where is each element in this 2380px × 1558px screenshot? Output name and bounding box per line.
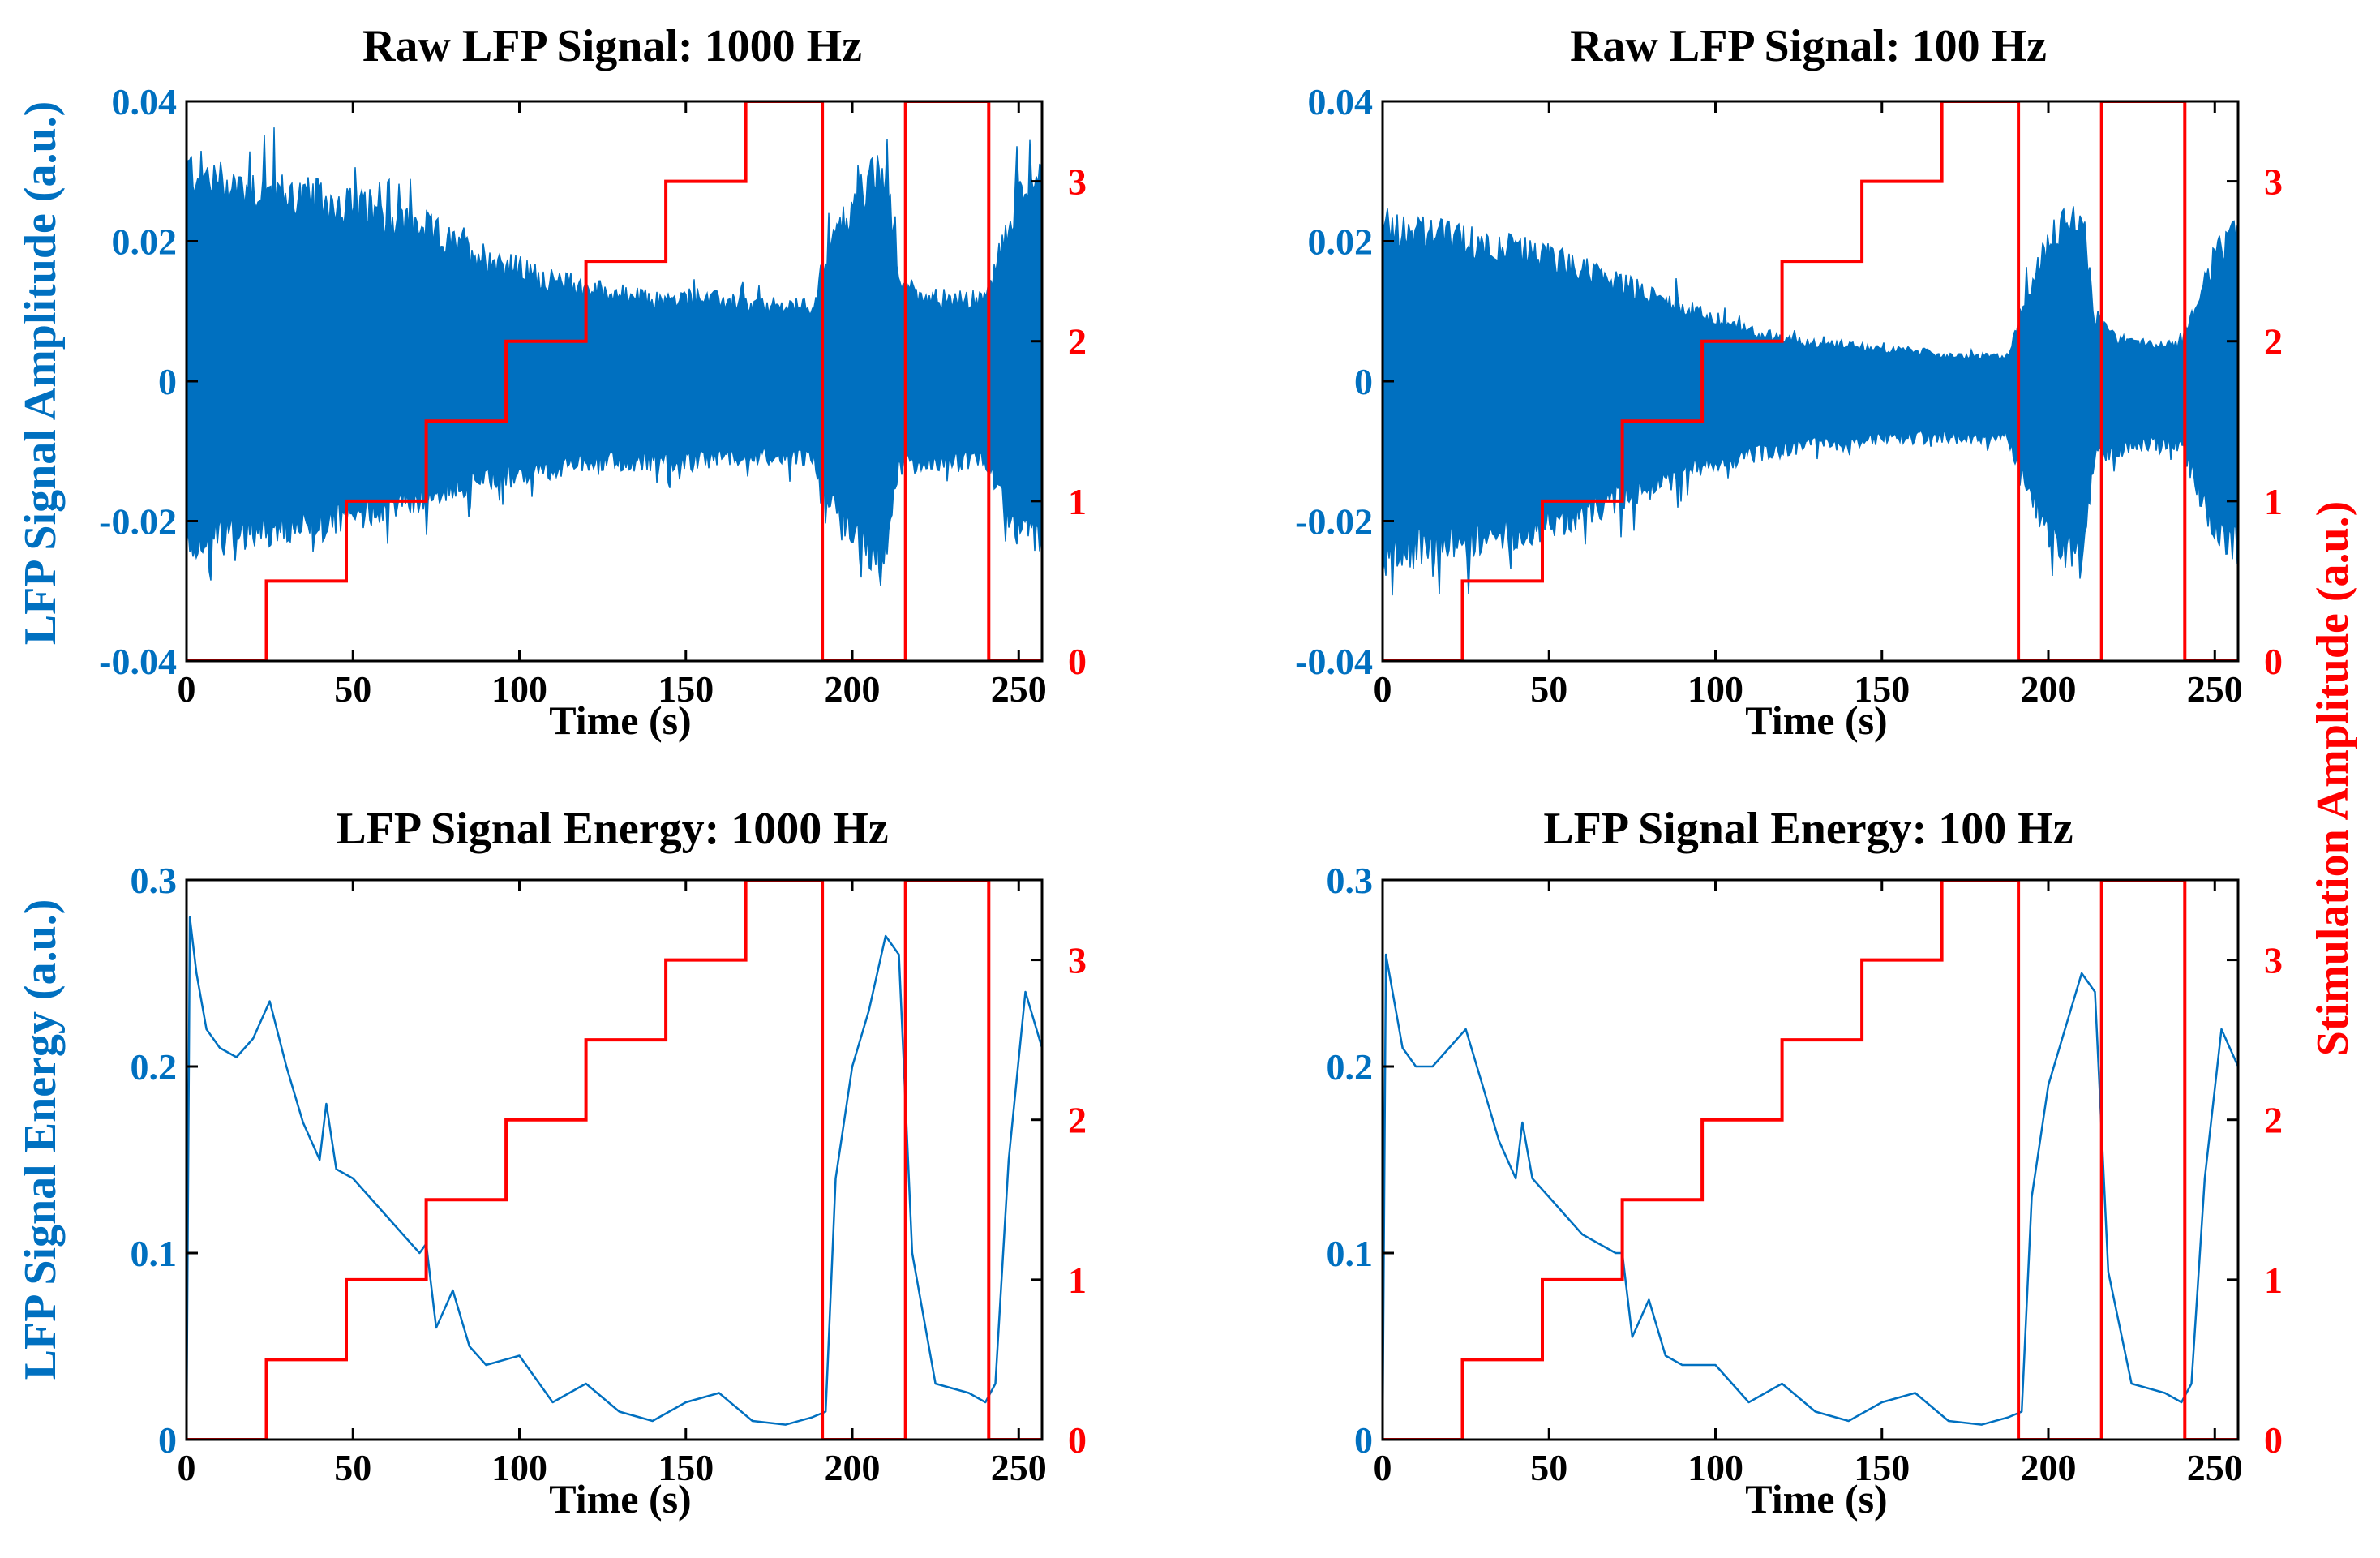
x-tick-label: 50 xyxy=(1530,1447,1567,1488)
y-tick-label: 0.02 xyxy=(112,221,178,263)
y2-tick-label: 2 xyxy=(2264,321,2283,363)
x-tick-label: 100 xyxy=(1687,668,1743,710)
y-ticks-right: 3 2 1 0 xyxy=(2227,161,2283,682)
x-tick-label: 150 xyxy=(1854,668,1910,710)
stimulation-step-line xyxy=(187,101,1042,661)
x-tick-label: 200 xyxy=(2021,668,2077,710)
panel-title: LFP Signal Energy: 100 Hz xyxy=(1543,804,2073,854)
y-tick-label: 0.3 xyxy=(1327,860,1374,901)
x-tick-label: 0 xyxy=(1374,668,1392,710)
lfp-energy-line xyxy=(187,916,1042,1431)
y-ticks-right: 3 2 1 0 xyxy=(2227,940,2283,1461)
panel-raw-100: Raw LFP Signal: 100 Hz 0 50 100 150 200 250 0… xyxy=(1295,21,2283,743)
y-tick-label: 0.02 xyxy=(1308,221,1374,263)
x-tick-label: 100 xyxy=(1687,1447,1743,1488)
x-tick-label: 150 xyxy=(658,668,714,710)
y2-tick-label: 2 xyxy=(1068,321,1087,363)
y2-tick-label: 3 xyxy=(2264,940,2283,981)
plot-frame xyxy=(1381,878,2240,1441)
y2-tick-label: 0 xyxy=(2264,1419,2283,1461)
y-ticks-right: 3 2 1 0 xyxy=(1031,940,1087,1461)
y-tick-label: 0.2 xyxy=(131,1046,178,1088)
y2-tick-label: 1 xyxy=(2264,481,2283,522)
left-label-top: LFP Signal Amplitude (a.u.) xyxy=(15,101,66,646)
x-axis-label: Time (s) xyxy=(1745,1476,1887,1522)
x-tick-label: 50 xyxy=(334,1447,371,1488)
y-tick-label: 0.3 xyxy=(131,860,178,901)
stimulation-step-line xyxy=(1383,101,2238,661)
x-tick-label: 0 xyxy=(178,1447,196,1488)
y-ticks-left: 0.04 0.02 0 -0.02 -0.04 xyxy=(1295,81,1394,682)
panel-title: LFP Signal Energy: 1000 Hz xyxy=(336,804,888,854)
x-tick-label: 0 xyxy=(1374,1447,1392,1488)
x-axis-label: Time (s) xyxy=(1745,697,1887,743)
y-ticks-left: 0.3 0.2 0.1 0 xyxy=(131,860,198,1461)
x-ticks: 0 50 100 150 200 250 xyxy=(178,880,1047,1488)
right-label-shared: Stimulation Amplitude (a.u.) xyxy=(2308,501,2358,1057)
y-tick-label: 0.2 xyxy=(1327,1046,1374,1088)
y-tick-label: 0.1 xyxy=(1327,1233,1374,1274)
y-tick-label: -0.04 xyxy=(99,641,177,682)
panel-title: Raw LFP Signal: 1000 Hz xyxy=(362,21,862,71)
y-tick-label: 0.1 xyxy=(131,1233,178,1274)
y-tick-label: 0 xyxy=(158,1419,177,1461)
x-axis-label: Time (s) xyxy=(549,697,691,743)
panel-title: Raw LFP Signal: 100 Hz xyxy=(1570,21,2047,71)
y-tick-label: 0.04 xyxy=(1308,81,1374,122)
x-tick-label: 250 xyxy=(2187,668,2243,710)
stimulation-step-line xyxy=(187,880,1042,1440)
y-ticks-left: 0.3 0.2 0.1 0 xyxy=(1327,860,1394,1461)
x-tick-label: 100 xyxy=(491,1447,547,1488)
plot-frame xyxy=(185,878,1044,1441)
x-tick-label: 150 xyxy=(658,1447,714,1488)
y2-tick-label: 1 xyxy=(2264,1260,2283,1301)
x-tick-label: 200 xyxy=(825,1447,881,1488)
y-ticks-left: 0.04 0.02 0 -0.02 -0.04 xyxy=(99,81,198,682)
panel-energy-1000: LFP Signal Energy: 1000 Hz 0 50 100 150 200 2… xyxy=(131,804,1087,1522)
y-tick-label: 0.04 xyxy=(112,81,178,122)
stimulation-step-line xyxy=(1383,880,2238,1440)
x-tick-label: 0 xyxy=(178,668,196,710)
y-tick-label: -0.02 xyxy=(1295,501,1373,543)
x-tick-label: 250 xyxy=(991,668,1047,710)
x-tick-label: 100 xyxy=(491,668,547,710)
series-layer xyxy=(187,880,1042,1440)
y2-tick-label: 1 xyxy=(1068,481,1087,522)
x-ticks: 0 50 100 150 200 250 xyxy=(1374,880,2243,1488)
x-tick-label: 200 xyxy=(825,668,881,710)
y-tick-label: 0 xyxy=(158,361,177,402)
x-tick-label: 50 xyxy=(334,668,371,710)
x-tick-label: 250 xyxy=(991,1447,1047,1488)
y2-tick-label: 3 xyxy=(1068,161,1087,203)
y2-tick-label: 0 xyxy=(1068,641,1087,682)
y-tick-label: 0 xyxy=(1354,1419,1373,1461)
y2-tick-label: 3 xyxy=(2264,161,2283,203)
x-ticks: 0 50 100 150 200 250 xyxy=(1374,101,2243,710)
y2-tick-label: 0 xyxy=(2264,641,2283,682)
x-ticks: 0 50 100 150 200 250 xyxy=(178,101,1047,710)
y2-tick-label: 1 xyxy=(1068,1260,1087,1301)
lfp-energy-line xyxy=(1383,953,2238,1431)
x-tick-label: 200 xyxy=(2021,1447,2077,1488)
y-tick-label: 0 xyxy=(1354,361,1373,402)
y2-tick-label: 2 xyxy=(1068,1100,1087,1141)
x-tick-label: 50 xyxy=(1530,668,1567,710)
y-ticks-right: 3 2 1 0 xyxy=(1031,161,1087,682)
left-label-bottom: LFP Signal Energy (a.u.) xyxy=(15,899,66,1380)
panel-energy-100: LFP Signal Energy: 100 Hz 0 50 100 150 200 25… xyxy=(1327,804,2284,1522)
x-tick-label: 250 xyxy=(2187,1447,2243,1488)
y2-tick-label: 3 xyxy=(1068,940,1087,981)
x-axis-label: Time (s) xyxy=(549,1476,691,1522)
y-tick-label: -0.02 xyxy=(99,501,177,543)
panel-raw-1000: Raw LFP Signal: 1000 Hz 0 50 100 150 200 250 … xyxy=(99,21,1087,743)
y2-tick-label: 2 xyxy=(2264,1100,2283,1141)
series-layer xyxy=(1383,880,2238,1440)
x-tick-label: 150 xyxy=(1854,1447,1910,1488)
y-tick-label: -0.04 xyxy=(1295,641,1373,682)
y2-tick-label: 0 xyxy=(1068,1419,1087,1461)
